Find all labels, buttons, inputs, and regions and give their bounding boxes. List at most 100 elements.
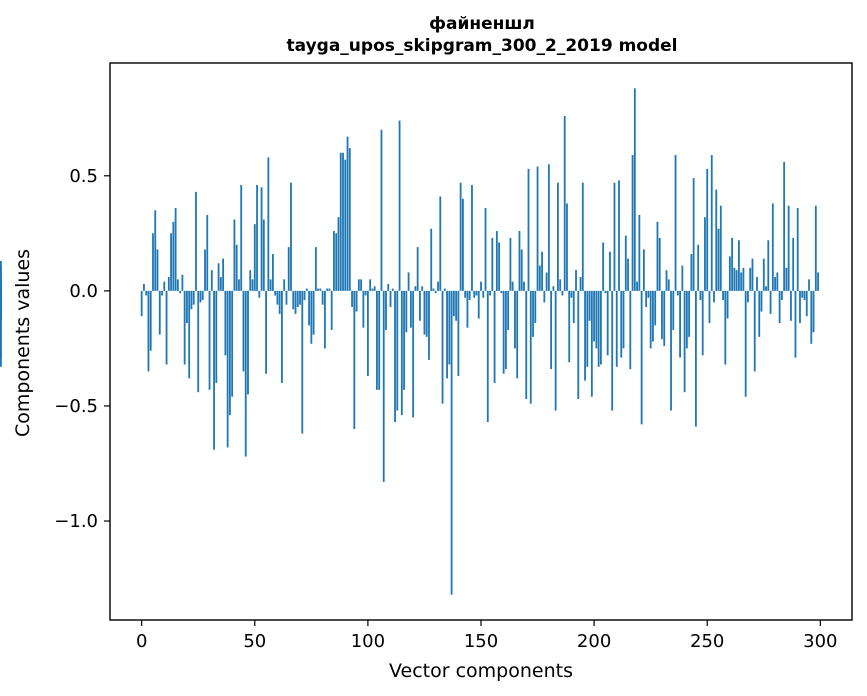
bar	[486, 290, 489, 423]
bar	[715, 189, 718, 291]
bar	[409, 290, 412, 328]
bar	[364, 290, 367, 296]
bar	[812, 290, 815, 333]
bar	[416, 247, 419, 291]
bar	[305, 288, 308, 291]
bar	[179, 290, 182, 294]
y-tick-label: 0.5	[69, 166, 98, 187]
bar	[249, 270, 252, 291]
bar	[658, 237, 661, 291]
bar	[697, 244, 700, 291]
bar	[269, 279, 272, 291]
bar	[455, 290, 458, 321]
bar	[276, 290, 279, 305]
bar	[181, 274, 184, 291]
bar	[271, 254, 274, 291]
bar	[428, 290, 430, 360]
bar	[371, 288, 374, 291]
bar	[613, 182, 616, 291]
bar	[238, 279, 240, 291]
chart-subtitle: tayga_upos_skipgram_300_2_2019 model	[287, 36, 678, 56]
bar	[787, 205, 790, 291]
bar	[176, 279, 179, 291]
bar	[247, 290, 249, 395]
bar	[253, 224, 256, 291]
bar	[532, 290, 534, 337]
bar	[414, 286, 417, 291]
bar	[778, 290, 781, 324]
bar	[595, 290, 598, 349]
bar	[704, 217, 706, 291]
bar	[561, 290, 564, 296]
bar	[636, 281, 638, 291]
bar	[231, 290, 234, 397]
bar	[780, 290, 783, 301]
bar	[602, 242, 605, 291]
bar	[290, 182, 292, 291]
bar	[728, 256, 731, 291]
bar	[419, 290, 421, 321]
bar	[206, 214, 209, 291]
bar	[552, 286, 555, 291]
bar	[760, 290, 763, 312]
bar	[301, 290, 304, 434]
bar	[554, 290, 557, 411]
bar	[642, 249, 645, 291]
bar	[439, 196, 442, 291]
bar	[215, 290, 218, 383]
bar	[344, 159, 347, 291]
bar	[396, 290, 399, 411]
bar	[321, 290, 324, 305]
bar	[296, 290, 299, 307]
bar	[599, 290, 602, 365]
bar	[283, 279, 286, 291]
bar	[695, 290, 697, 427]
bar	[308, 290, 310, 326]
bar	[303, 290, 306, 301]
bar	[541, 251, 543, 291]
bar	[814, 205, 817, 291]
bar	[412, 290, 415, 418]
bar	[430, 228, 433, 291]
bar	[649, 290, 652, 349]
bar	[652, 290, 654, 342]
bar	[394, 290, 396, 423]
bar	[767, 240, 770, 291]
bar	[217, 263, 220, 291]
bar	[810, 290, 813, 344]
bar	[457, 290, 460, 377]
bar	[285, 290, 288, 305]
bar	[538, 265, 541, 291]
bar	[339, 152, 342, 291]
bar	[756, 277, 758, 291]
y-axis-ticks: −1.0 −0.5 0.0 0.5	[54, 166, 110, 532]
bar	[366, 290, 369, 377]
bar	[679, 290, 681, 358]
bar	[324, 290, 326, 349]
bar	[174, 208, 177, 291]
bar	[391, 288, 394, 291]
bar	[258, 290, 261, 298]
bar	[448, 290, 451, 365]
bar	[226, 290, 229, 448]
bar	[701, 290, 704, 356]
bar	[235, 244, 238, 291]
bar	[482, 290, 485, 298]
bar	[719, 205, 722, 291]
bar	[545, 272, 548, 291]
bar	[604, 290, 607, 294]
bar	[758, 290, 761, 337]
bar	[514, 290, 516, 349]
bar	[525, 290, 528, 400]
bar	[792, 237, 795, 291]
bar	[314, 247, 317, 291]
bar	[441, 290, 444, 404]
bar	[210, 270, 213, 291]
bar	[387, 283, 390, 291]
bar	[568, 290, 571, 363]
bar	[724, 290, 727, 365]
bar	[423, 290, 426, 335]
bar	[620, 290, 623, 358]
bar	[751, 258, 754, 291]
bar	[161, 290, 163, 296]
